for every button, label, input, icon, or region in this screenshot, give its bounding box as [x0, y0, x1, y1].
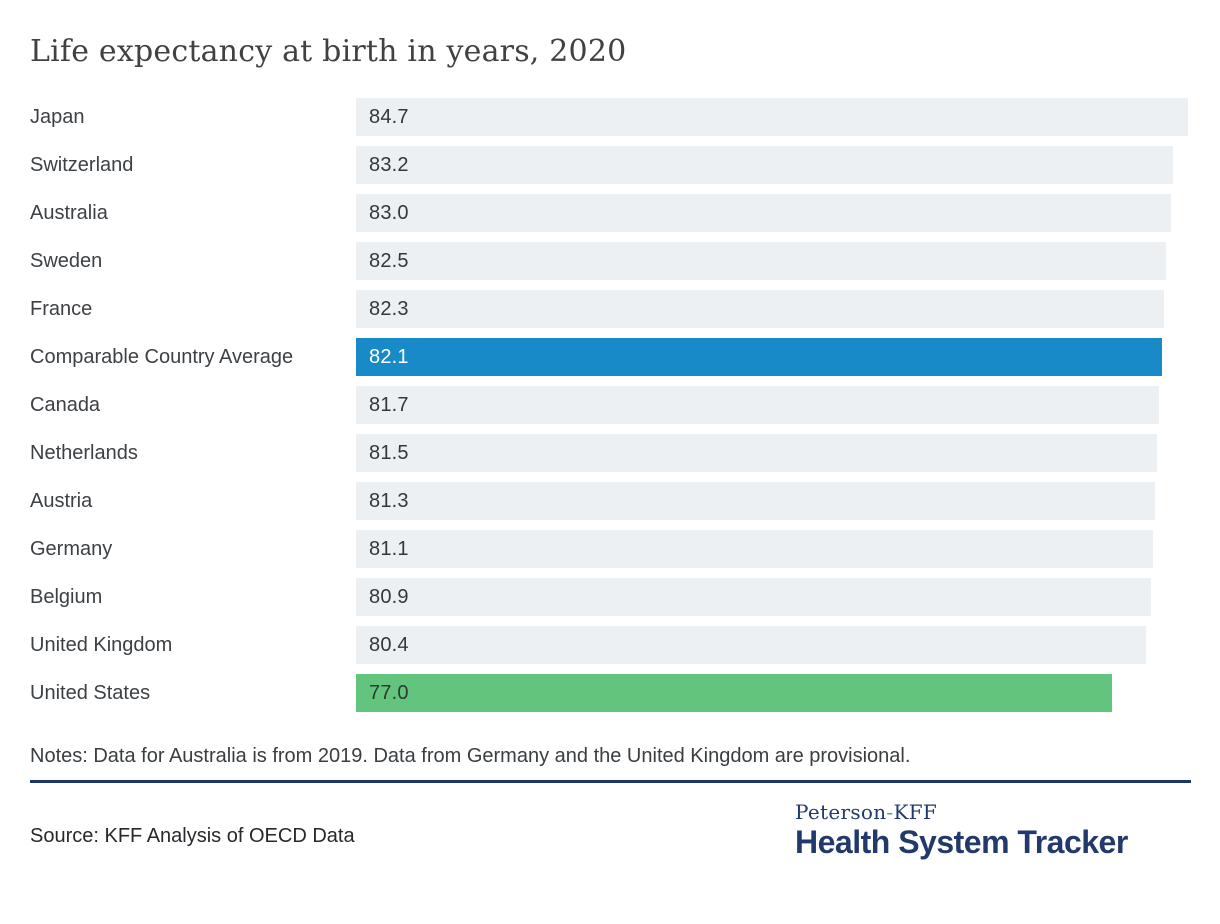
logo-hyphen: - — [886, 800, 894, 824]
bar-united-states: 77.0 — [356, 674, 1113, 712]
bar-germany: 81.1 — [356, 530, 1153, 568]
bar-value-austria: 81.3 — [369, 489, 409, 512]
bar-belgium: 80.9 — [356, 578, 1151, 616]
bar-track-switzerland: 83.2 — [356, 146, 1188, 184]
country-label-france: France — [30, 298, 93, 320]
bar-value-japan: 84.7 — [369, 105, 409, 128]
bar-track-united-states: 77.0 — [356, 674, 1188, 712]
bar-netherlands: 81.5 — [356, 434, 1157, 472]
chart-row-united-states: United States 77.0 — [30, 674, 1191, 712]
bar-france: 82.3 — [356, 290, 1165, 328]
logo-health-system-tracker: Health System Tracker — [795, 824, 1128, 860]
bar-track-germany: 81.1 — [356, 530, 1188, 568]
bar-sweden: 82.5 — [356, 242, 1167, 280]
chart-row-switzerland: Switzerland 83.2 — [30, 146, 1191, 184]
brand-logo: Peterson-KFF Health System Tracker — [795, 801, 1191, 859]
bar-japan: 84.7 — [356, 98, 1188, 136]
bar-value-belgium: 80.9 — [369, 585, 409, 608]
bar-track-sweden: 82.5 — [356, 242, 1188, 280]
chart-row-netherlands: Netherlands 81.5 — [30, 434, 1191, 472]
country-label-switzerland: Switzerland — [30, 154, 134, 176]
country-label-canada: Canada — [30, 394, 101, 416]
bar-switzerland: 83.2 — [356, 146, 1174, 184]
bar-value-united-states: 77.0 — [369, 681, 409, 704]
bar-value-netherlands: 81.5 — [369, 441, 409, 464]
chart-row-austria: Austria 81.3 — [30, 482, 1191, 520]
bar-value-canada: 81.7 — [369, 393, 409, 416]
bar-track-united-kingdom: 80.4 — [356, 626, 1188, 664]
country-label-japan: Japan — [30, 106, 85, 128]
chart-title: Life expectancy at birth in years, 2020 — [30, 34, 627, 69]
country-label-united-states: United States — [30, 682, 151, 704]
bar-track-austria: 81.3 — [356, 482, 1188, 520]
bar-australia: 83.0 — [356, 194, 1172, 232]
bar-value-germany: 81.1 — [369, 537, 409, 560]
chart-footer: Source: KFF Analysis of OECD Data Peters… — [30, 783, 1191, 859]
bar-canada: 81.7 — [356, 386, 1159, 424]
country-label-germany: Germany — [30, 538, 113, 560]
chart-row-united-kingdom: United Kingdom 80.4 — [30, 626, 1191, 664]
chart-row-canada: Canada 81.7 — [30, 386, 1191, 424]
bar-value-australia: 83.0 — [369, 201, 409, 224]
bar-austria: 81.3 — [356, 482, 1155, 520]
chart-row-germany: Germany 81.1 — [30, 530, 1191, 568]
chart-row-belgium: Belgium 80.9 — [30, 578, 1191, 616]
bar-value-france: 82.3 — [369, 297, 409, 320]
logo-peterson-text: Peterson — [795, 800, 887, 824]
chart-row-japan: Japan 84.7 — [30, 98, 1191, 136]
chart-row-comparable-country-average: Comparable Country Average 82.1 — [30, 338, 1191, 376]
country-label-comparable-country-average: Comparable Country Average — [30, 346, 294, 368]
bar-value-comparable-country-average: 82.1 — [369, 345, 409, 368]
chart-card: Life expectancy at birth in years, 2020 … — [30, 34, 1191, 859]
country-label-australia: Australia — [30, 202, 108, 224]
chart-source: Source: KFF Analysis of OECD Data — [30, 825, 355, 847]
bar-chart: Japan 84.7 Switzerland 83.2 Australia 83.0 Swe… — [30, 98, 1191, 712]
chart-row-sweden: Sweden 82.5 — [30, 242, 1191, 280]
bar-track-belgium: 80.9 — [356, 578, 1188, 616]
country-label-belgium: Belgium — [30, 586, 103, 608]
bar-track-france: 82.3 — [356, 290, 1188, 328]
bar-comparable-country-average: 82.1 — [356, 338, 1163, 376]
bar-value-united-kingdom: 80.4 — [369, 633, 409, 656]
country-label-united-kingdom: United Kingdom — [30, 634, 173, 656]
logo-peterson-kff: Peterson-KFF — [795, 801, 1191, 823]
country-label-austria: Austria — [30, 490, 93, 512]
chart-notes: Notes: Data for Australia is from 2019. … — [30, 745, 911, 767]
bar-track-japan: 84.7 — [356, 98, 1188, 136]
bar-track-comparable-country-average: 82.1 — [356, 338, 1188, 376]
chart-row-france: France 82.3 — [30, 290, 1191, 328]
country-label-sweden: Sweden — [30, 250, 103, 272]
divider-line — [30, 780, 1191, 783]
logo-kff-text: KFF — [893, 800, 938, 824]
bar-value-switzerland: 83.2 — [369, 153, 409, 176]
bar-track-canada: 81.7 — [356, 386, 1188, 424]
bar-united-kingdom: 80.4 — [356, 626, 1146, 664]
country-label-netherlands: Netherlands — [30, 442, 138, 464]
bar-track-australia: 83.0 — [356, 194, 1188, 232]
bar-value-sweden: 82.5 — [369, 249, 409, 272]
bar-track-netherlands: 81.5 — [356, 434, 1188, 472]
chart-row-australia: Australia 83.0 — [30, 194, 1191, 232]
